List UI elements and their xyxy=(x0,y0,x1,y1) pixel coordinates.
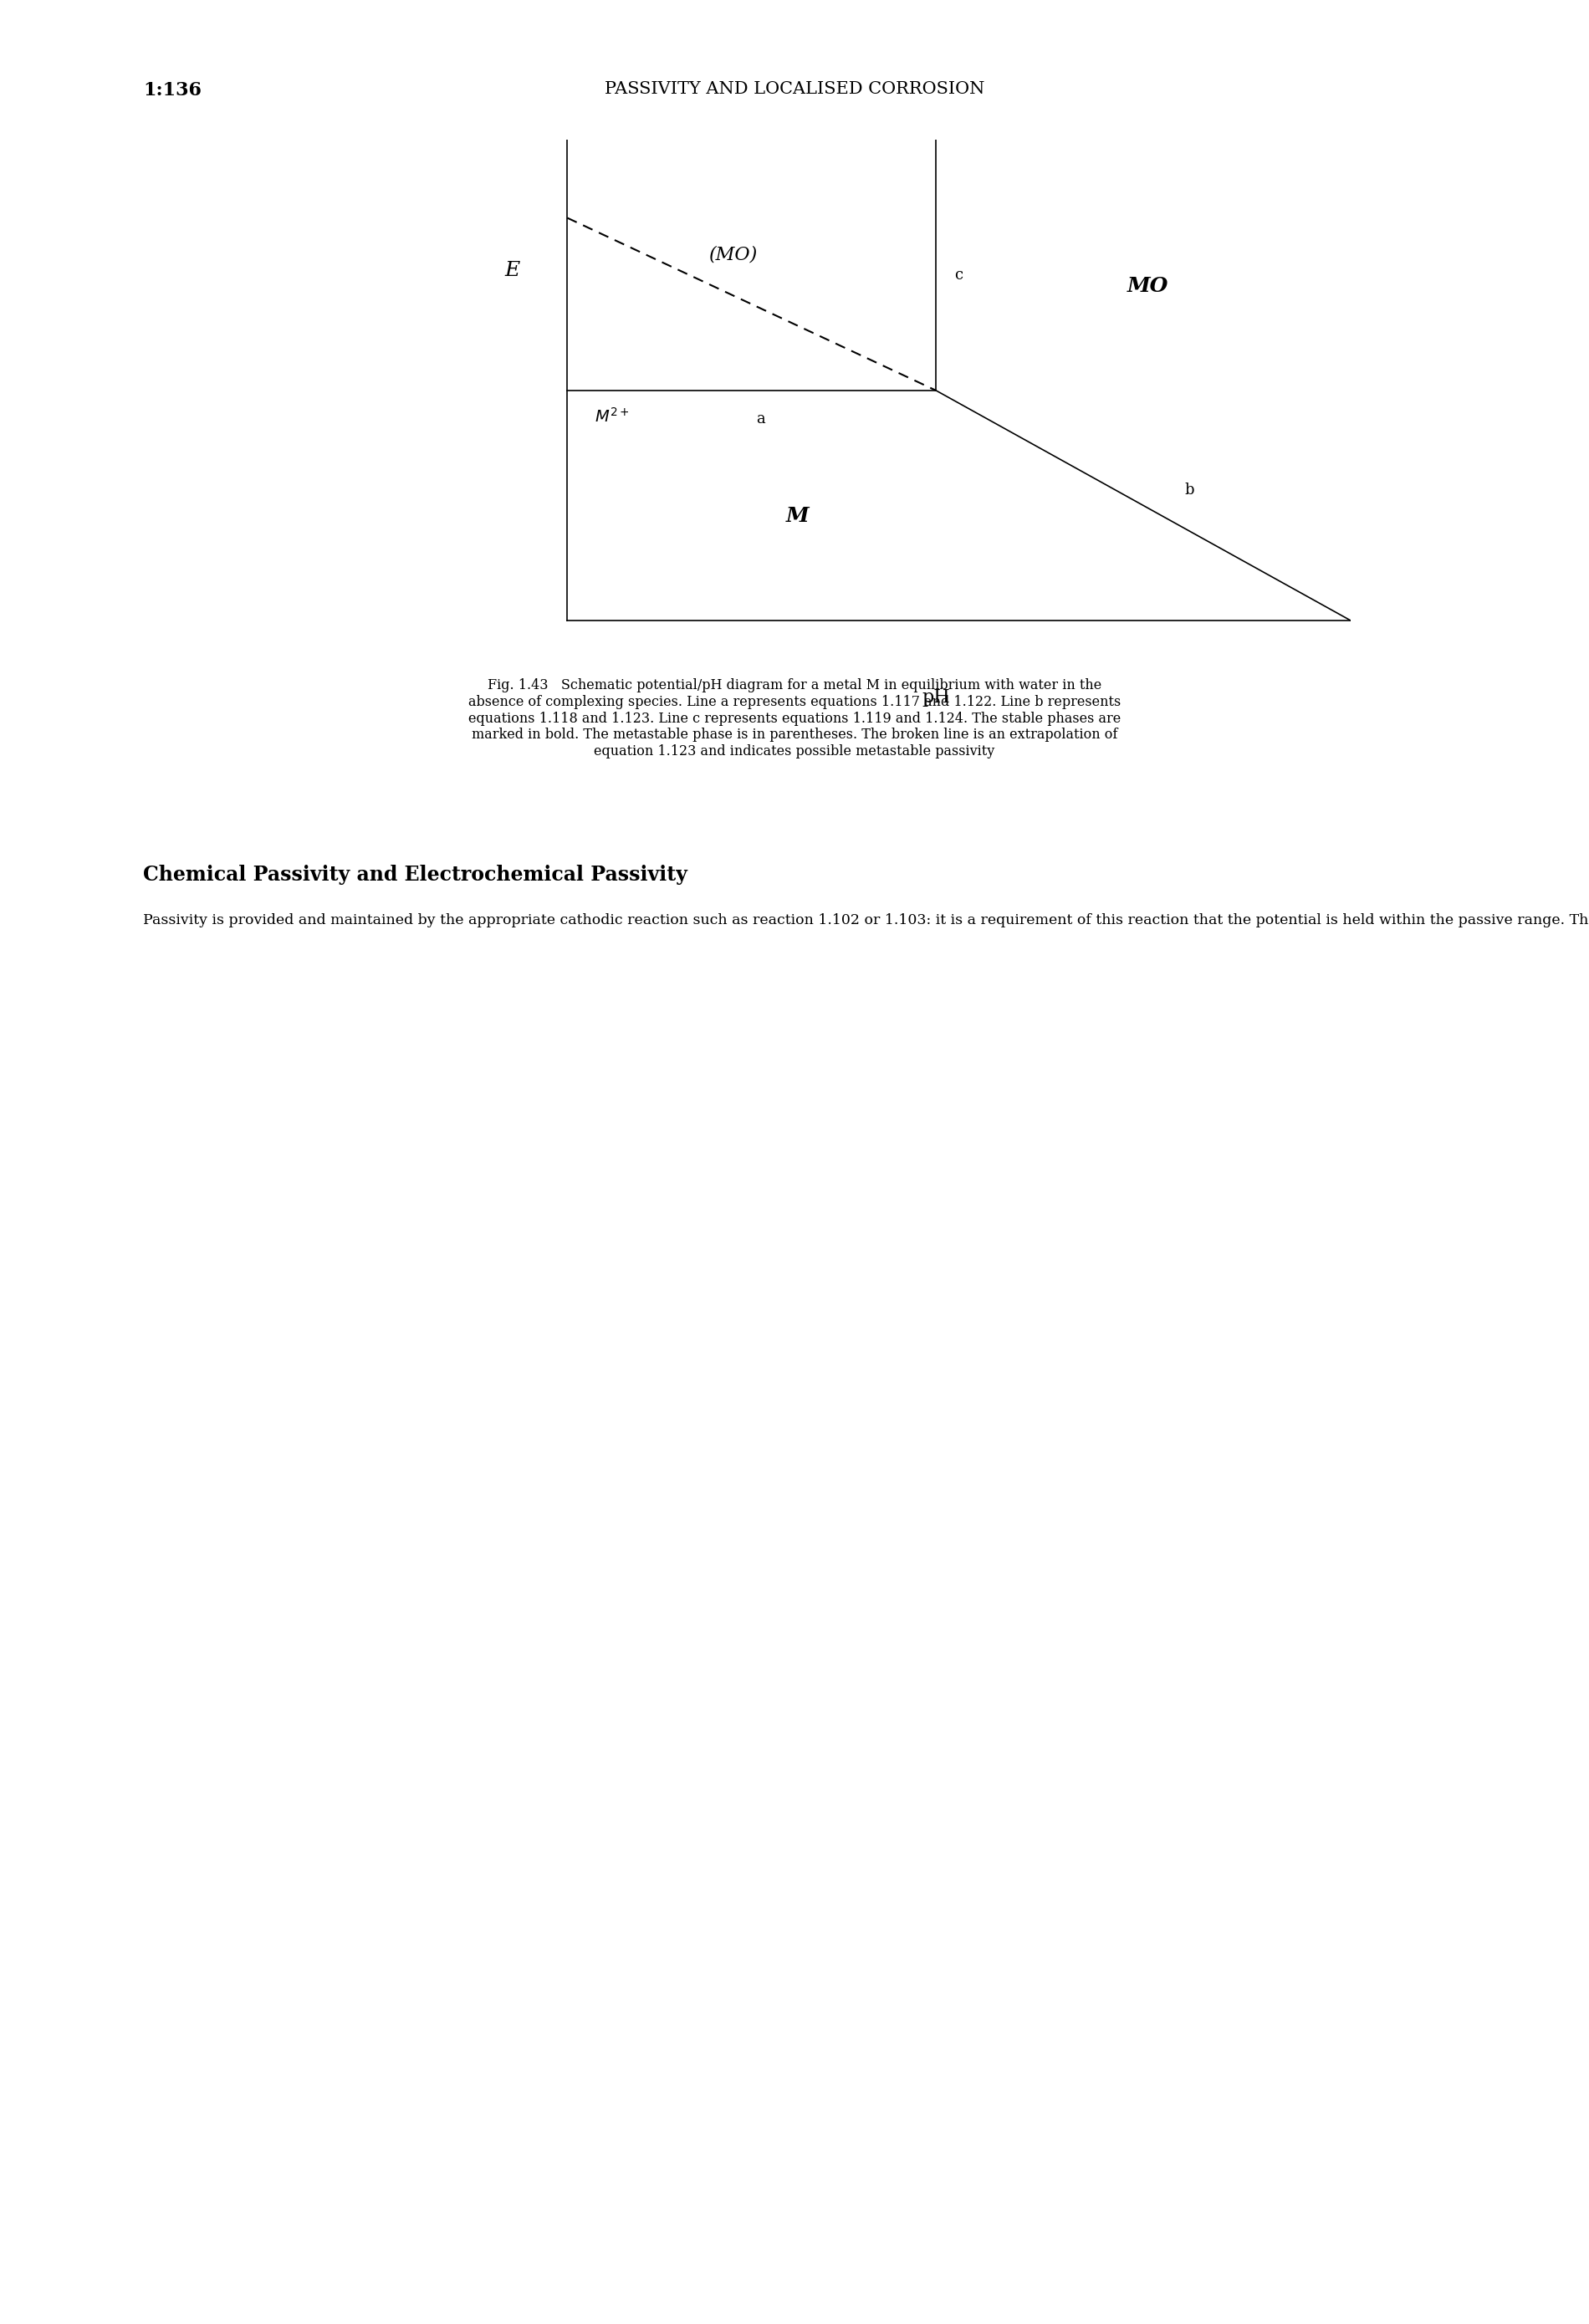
Text: c: c xyxy=(955,267,963,284)
Text: Fig. 1.43   Schematic potential/pH diagram for a metal M in equilibrium with wat: Fig. 1.43 Schematic potential/pH diagram… xyxy=(469,679,1120,758)
Text: pH: pH xyxy=(922,688,950,706)
Text: Chemical Passivity and Electrochemical Passivity: Chemical Passivity and Electrochemical P… xyxy=(143,865,688,885)
Text: E: E xyxy=(504,260,520,279)
Text: b: b xyxy=(1185,483,1195,497)
Text: MO: MO xyxy=(1127,277,1168,295)
Text: (MO): (MO) xyxy=(709,246,758,263)
Text: M: M xyxy=(787,507,809,525)
Text: a: a xyxy=(756,411,766,425)
Text: Passivity is provided and maintained by the appropriate cathodic reaction such a: Passivity is provided and maintained by … xyxy=(143,913,1589,927)
Text: PASSIVITY AND LOCALISED CORROSION: PASSIVITY AND LOCALISED CORROSION xyxy=(604,81,985,98)
Text: $M^{2+}$: $M^{2+}$ xyxy=(594,407,629,425)
Text: 1:136: 1:136 xyxy=(143,81,202,100)
